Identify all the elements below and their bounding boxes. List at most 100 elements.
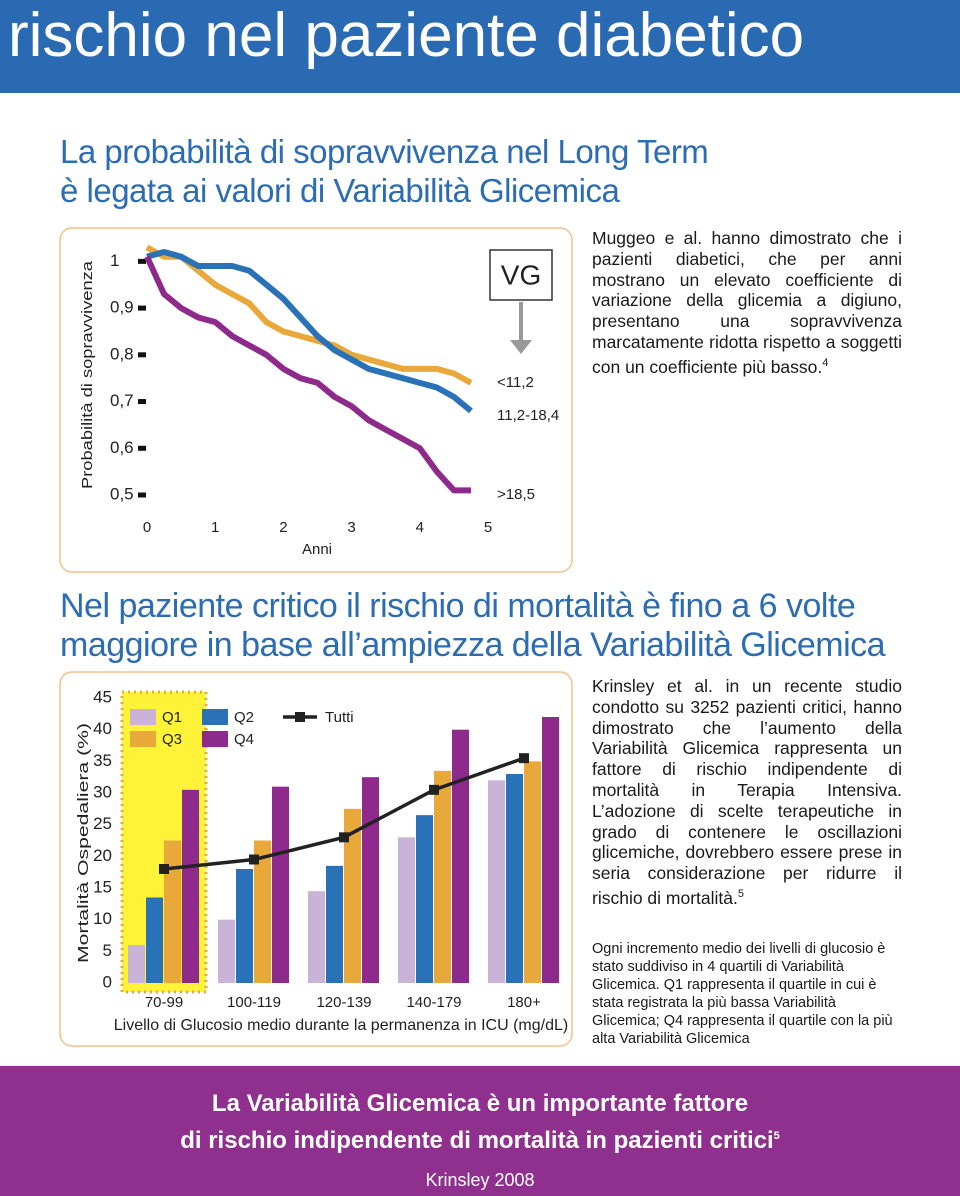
y-tick-label: 5 [103,941,112,960]
section-heading: Nel paziente critico il rischio di morta… [60,587,856,625]
paragraph-text: Krinsley et al. in un recente studio con… [592,676,902,908]
x-tick-label: 180+ [507,994,541,1011]
y-tick-label: 0,7 [110,391,134,410]
y-tick-label: 35 [93,751,112,770]
legend-swatch [130,731,156,747]
bar [308,891,325,983]
bar [344,808,361,983]
footer-line: La Variabilità Glicemica è un importante… [211,1090,749,1117]
tick-mark [138,445,146,451]
y-tick-label: 45 [93,687,112,706]
header-band [0,0,960,93]
series-line [145,244,473,386]
bar [452,729,469,983]
bar [398,837,415,983]
legend-title: VG [501,259,541,290]
series-label: 11,2-18,4 [497,407,559,424]
tick-mark [138,305,146,311]
x-tick-label: 2 [279,519,287,536]
legend-swatch [130,709,156,725]
bar [182,789,199,983]
section-heading: maggiore in base all’ampiezza della Vari… [60,626,886,664]
reference: 4 [822,356,829,369]
legend-label: Tutti [325,709,354,726]
legend-label: Q4 [234,731,254,748]
bar [272,786,289,983]
line-marker [429,784,439,795]
x-tick-label: 70-99 [145,994,183,1011]
bar [128,945,145,983]
bar [164,840,181,983]
footer-line: di rischio indipendente di mortalità in … [0,1120,960,1157]
paragraph: Muggeo e al. hanno dimostrato che i pazi… [592,228,902,377]
legend-label: Q3 [162,731,182,748]
series-label: >18,5 [497,486,535,503]
legend-swatch [202,731,228,747]
line-marker [519,753,529,764]
y-axis-label: Probabilità di sopravvivenza [79,260,96,489]
y-axis-label: Mortalità Ospedaliera (%) [75,723,92,963]
legend-box [489,249,553,301]
bar [254,840,271,983]
x-tick-label: 4 [416,519,424,536]
bar [434,770,451,983]
footer-text: di rischio indipendente di mortalità in … [180,1127,774,1154]
y-tick-label: 25 [93,814,112,833]
reference: 5 [737,887,745,900]
footer-band [0,1066,960,1196]
series-line [144,255,471,494]
y-tick-label: 0,6 [110,438,134,457]
y-tick-label: 0,9 [110,298,134,317]
x-tick-label: 140-179 [406,994,461,1011]
x-tick-label: 1 [211,519,219,536]
x-axis-label: Livello di Glucosio medio durante la per… [114,1017,568,1034]
y-tick-label: 0,8 [110,344,134,363]
legend-label: Q2 [234,709,254,726]
bar [236,869,253,983]
section-heading: La probabilità di sopravvivenza nel Long… [60,133,709,170]
bar [362,777,379,983]
y-tick-label: 30 [93,782,112,801]
y-tick-label: 1 [110,251,119,270]
y-tick-label: 40 [93,719,112,738]
series-label: <11,2 [497,374,534,391]
line-marker [339,832,349,843]
bar [524,761,541,983]
x-tick-label: 5 [484,519,492,536]
bar [542,717,559,983]
chart-frame [59,227,573,573]
arrow-head [510,340,532,354]
bar [488,780,505,983]
series-line [146,249,473,414]
legend-marker [295,712,305,722]
tick-mark [138,492,146,498]
y-tick-label: 20 [93,846,112,865]
page-title: rischio nel paziente diabetico [8,1,805,70]
note: Ogni incremento medio dei livelli di glu… [592,941,893,1047]
bar [506,774,523,983]
paragraph-text: Muggeo e al. hanno dimostrato che i pazi… [592,228,902,377]
y-tick-label: 0,5 [110,484,134,503]
tick-mark [138,399,146,405]
bar [146,897,163,983]
tick-mark [138,352,146,358]
tick-mark [138,258,146,264]
legend-swatch [202,709,228,725]
bar [416,815,433,983]
line-marker [249,854,259,865]
paragraph: Krinsley et al. in un recente studio con… [592,676,902,909]
x-tick-label: 120-139 [316,994,371,1011]
chart-frame [59,671,573,1047]
bar [326,865,343,983]
bar [218,919,235,983]
x-tick-label: 0 [143,519,151,536]
x-tick-label: 100-119 [227,994,281,1011]
legend-label: Q1 [162,709,182,726]
reference: 5 [773,1130,780,1142]
y-tick-label: 0 [103,972,112,991]
y-tick-label: 10 [93,909,112,928]
x-tick-label: 3 [347,519,355,536]
section-heading: è legata ai valori di Variabilità Glicem… [60,172,620,209]
